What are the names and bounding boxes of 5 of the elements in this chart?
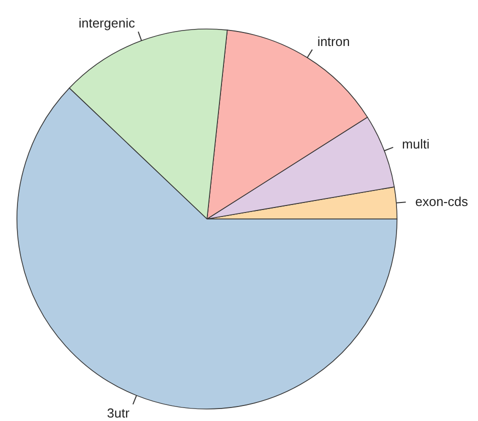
slice-label: 3utr <box>107 406 130 421</box>
slice-label: multi <box>402 136 430 152</box>
slice-label: intergenic <box>78 15 136 30</box>
slice-label: exon-cds <box>415 194 468 209</box>
slice-label: intron <box>317 34 350 49</box>
